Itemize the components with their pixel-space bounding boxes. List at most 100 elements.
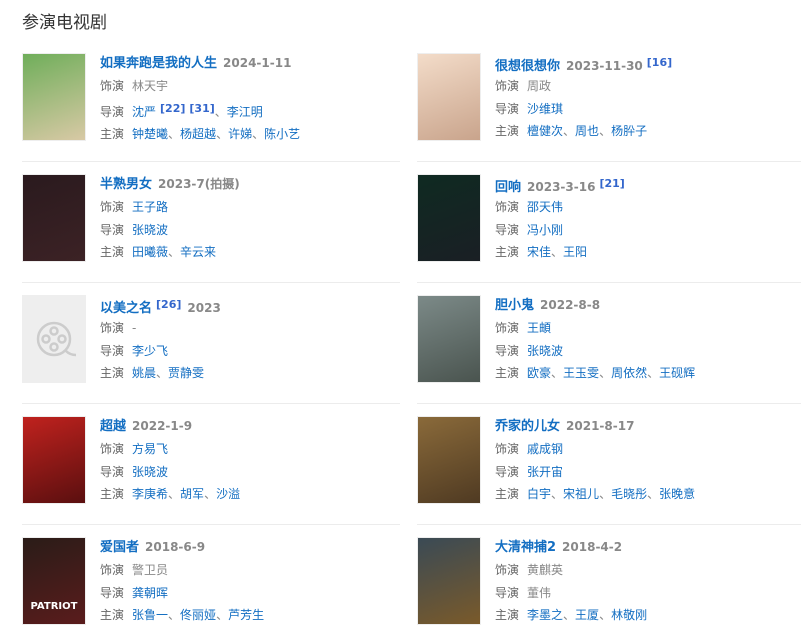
poster-text: PATRIOT bbox=[30, 601, 78, 612]
cast-link[interactable]: 钟楚曦 bbox=[132, 127, 169, 141]
cast-link[interactable]: 李墨之 bbox=[527, 608, 564, 622]
poster-image[interactable] bbox=[417, 174, 481, 262]
cast-link[interactable]: 王阳 bbox=[563, 245, 588, 259]
release-date: 2023-11-30 bbox=[566, 59, 643, 73]
poster-image[interactable] bbox=[22, 416, 86, 504]
cast-link[interactable]: 杨肸子 bbox=[611, 124, 648, 138]
cast-link[interactable]: 宋佳 bbox=[527, 245, 552, 259]
separator: 、 bbox=[599, 487, 612, 501]
director-link[interactable]: 李江明 bbox=[226, 104, 263, 119]
separator: 、 bbox=[599, 124, 612, 138]
role-row: 饰演 戚成钢 bbox=[495, 438, 695, 461]
cast-link[interactable]: 辛云来 bbox=[180, 245, 217, 259]
series-title-link[interactable]: 如果奔跑是我的人生 bbox=[100, 56, 218, 71]
cast-link[interactable]: 张鲁一 bbox=[132, 608, 169, 622]
series-title-link[interactable]: 爱国者 bbox=[100, 540, 140, 555]
cast-link[interactable]: 沙溢 bbox=[216, 487, 241, 501]
cast-row: 主演 姚晨、贾静雯 bbox=[100, 362, 221, 385]
role-label: 饰演 bbox=[495, 79, 520, 93]
cast-link[interactable]: 周依然 bbox=[611, 366, 648, 380]
director-link[interactable]: 沈严 bbox=[132, 104, 157, 119]
series-title-link[interactable]: 超越 bbox=[100, 419, 127, 434]
poster-image[interactable] bbox=[417, 416, 481, 504]
director-label: 导演 bbox=[100, 464, 125, 479]
poster-image[interactable] bbox=[22, 53, 86, 141]
director-link[interactable]: 张晓波 bbox=[527, 343, 564, 358]
poster-image[interactable] bbox=[22, 174, 86, 262]
tv-series-item: 超越 2022-1-9 饰演 方易飞 导演 张晓波 主演 李庚希、胡军、沙溢 bbox=[22, 416, 402, 516]
row-divider bbox=[417, 403, 801, 404]
cast-link[interactable]: 张晚意 bbox=[659, 487, 696, 501]
separator: 、 bbox=[551, 487, 564, 501]
row-divider bbox=[22, 403, 400, 404]
role-link[interactable]: 戚成钢 bbox=[527, 442, 564, 456]
director-link[interactable]: 李少飞 bbox=[132, 343, 169, 358]
cast-link[interactable]: 周也 bbox=[575, 124, 600, 138]
reference-link[interactable]: [21] bbox=[599, 177, 625, 190]
cast-link[interactable]: 王砚辉 bbox=[659, 366, 696, 380]
item-info: 如果奔跑是我的人生 2024-1-11 饰演 林天宇 导演 沈严 [22] [31]、李江明主… bbox=[100, 53, 300, 146]
cast-label: 主演 bbox=[495, 366, 520, 380]
cast-link[interactable]: 姚晨 bbox=[132, 366, 157, 380]
series-title-link[interactable]: 胆小鬼 bbox=[495, 298, 535, 313]
role-link[interactable]: 王頔 bbox=[527, 321, 552, 335]
poster-image[interactable] bbox=[22, 295, 86, 383]
cast-link[interactable]: 李庚希 bbox=[132, 487, 169, 501]
cast-link[interactable]: 杨超越 bbox=[180, 127, 217, 141]
reference-link[interactable]: [26] bbox=[156, 298, 182, 311]
cast-link[interactable]: 宋祖儿 bbox=[563, 487, 600, 501]
cast-link[interactable]: 贾静雯 bbox=[168, 366, 205, 380]
director-link[interactable]: 张晓波 bbox=[132, 464, 169, 479]
cast-link[interactable]: 白宇 bbox=[527, 487, 552, 501]
cast-row: 主演 李墨之、王厦、林敬刚 bbox=[495, 604, 647, 627]
series-title-link[interactable]: 半熟男女 bbox=[100, 177, 153, 192]
item-info: 爱国者 2018-6-9 饰演 警卫员 导演 龚朝晖 主演 张鲁一、佟丽娅、芦芳生 bbox=[100, 537, 264, 627]
cast-label: 主演 bbox=[495, 608, 520, 622]
series-title-link[interactable]: 以美之名 bbox=[100, 301, 153, 316]
role-link[interactable]: 方易飞 bbox=[132, 442, 169, 456]
cast-link[interactable]: 王玉雯 bbox=[563, 366, 600, 380]
director-link[interactable]: 张开宙 bbox=[527, 464, 564, 479]
cast-link[interactable]: 许娣 bbox=[228, 127, 253, 141]
cast-link[interactable]: 陈小艺 bbox=[264, 127, 301, 141]
director-label: 导演 bbox=[100, 343, 125, 358]
poster-image[interactable] bbox=[417, 537, 481, 625]
director-row: 导演 张晓波 bbox=[100, 219, 240, 242]
role-link[interactable]: 王子路 bbox=[132, 200, 169, 214]
cast-link[interactable]: 胡军 bbox=[180, 487, 205, 501]
cast-link[interactable]: 王厦 bbox=[575, 608, 600, 622]
item-info: 很想很想你 2023-11-30 [16] 饰演 周政 导演 沙维琪 主演 檀健次、周也、杨肸子 bbox=[495, 53, 672, 143]
reference-link[interactable]: [16] bbox=[646, 56, 673, 69]
series-title-link[interactable]: 很想很想你 bbox=[495, 59, 561, 74]
role-label: 饰演 bbox=[100, 79, 125, 93]
cast-link[interactable]: 毛晓彤 bbox=[611, 487, 648, 501]
cast-link[interactable]: 佟丽娅 bbox=[180, 608, 217, 622]
role-link[interactable]: 邵天伟 bbox=[527, 200, 564, 214]
director-label: 导演 bbox=[495, 343, 520, 358]
director-link[interactable]: 沙维琪 bbox=[527, 101, 564, 116]
tv-series-item: 很想很想你 2023-11-30 [16] 饰演 周政 导演 沙维琪 主演 檀健次、周也、杨肸子 bbox=[417, 53, 797, 153]
item-info: 回响 2023-3-16 [21] 饰演 邵天伟 导演 冯小刚 主演 宋佳、王阳 bbox=[495, 174, 625, 264]
poster-image[interactable] bbox=[417, 295, 481, 383]
director-row: 导演 张晓波 bbox=[495, 340, 695, 363]
poster-image[interactable] bbox=[417, 53, 481, 141]
series-title-link[interactable]: 回响 bbox=[495, 180, 522, 195]
cast-link[interactable]: 林敬刚 bbox=[611, 608, 648, 622]
series-title-link[interactable]: 乔家的儿女 bbox=[495, 419, 561, 434]
cast-label: 主演 bbox=[100, 608, 125, 622]
cast-link[interactable]: 欧豪 bbox=[527, 366, 552, 380]
director-link[interactable]: 张晓波 bbox=[132, 222, 169, 237]
cast-link[interactable]: 田曦薇 bbox=[132, 245, 169, 259]
title-line: 大清神捕2 2018-4-2 bbox=[495, 537, 647, 559]
poster-image[interactable]: PATRIOT bbox=[22, 537, 86, 625]
cast-row: 主演 张鲁一、佟丽娅、芦芳生 bbox=[100, 604, 264, 627]
director-link[interactable]: 冯小刚 bbox=[527, 222, 564, 237]
reference-link[interactable]: [22] bbox=[160, 101, 186, 115]
reference-link[interactable]: [31] bbox=[189, 101, 215, 115]
separator: 、 bbox=[168, 245, 181, 259]
cast-link[interactable]: 檀健次 bbox=[527, 124, 564, 138]
series-title-link[interactable]: 大清神捕2 bbox=[495, 540, 557, 555]
separator: 、 bbox=[599, 366, 612, 380]
cast-link[interactable]: 芦芳生 bbox=[228, 608, 265, 622]
director-link[interactable]: 龚朝晖 bbox=[132, 585, 169, 600]
